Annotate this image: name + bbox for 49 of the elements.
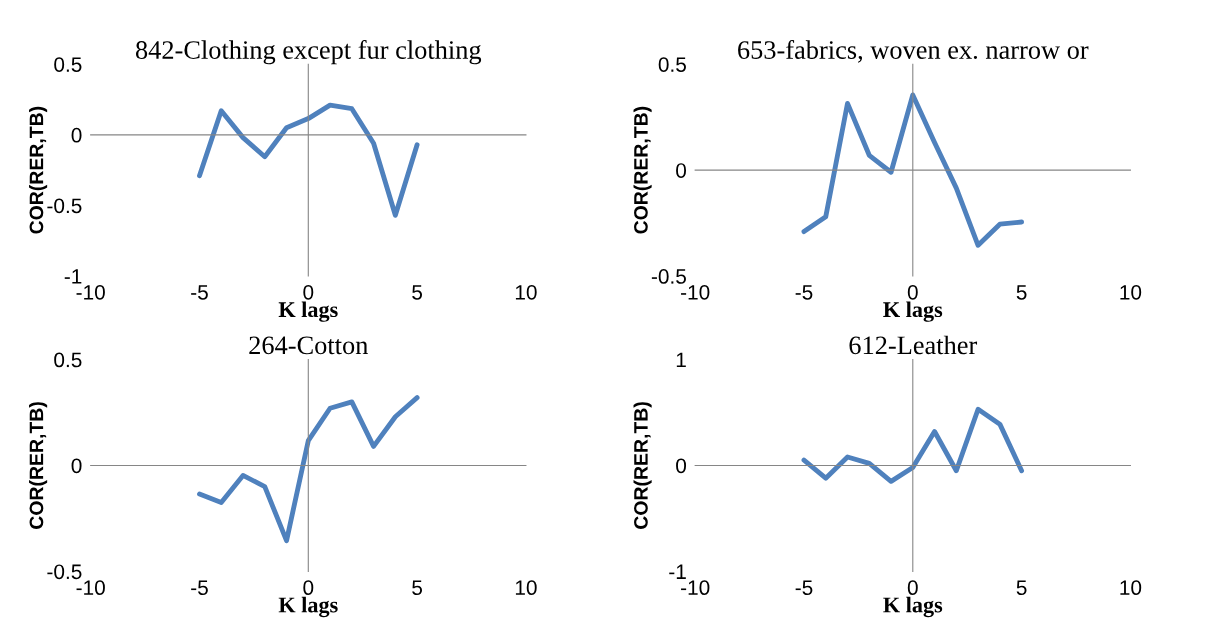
- x-axis-title: K lags: [278, 301, 338, 322]
- x-tick-label: 5: [1016, 580, 1027, 596]
- y-tick-label: 0: [676, 163, 687, 178]
- y-axis-title: COR(RER,TB): [633, 106, 652, 234]
- y-tick-label: 0: [71, 458, 82, 474]
- y-tick-label: -1: [64, 269, 82, 284]
- x-tick-label: 0: [907, 580, 918, 596]
- y-tick-label: 0: [676, 458, 687, 474]
- x-axis-title: K lags: [278, 596, 338, 618]
- chart-title: 612-Leather: [849, 335, 978, 355]
- chart-title: 653-fabrics, woven ex. narrow or: [738, 40, 1089, 63]
- y-tick-label: 0.5: [54, 57, 82, 72]
- x-tick-label: 10: [1120, 284, 1142, 300]
- line-series: [801, 406, 1025, 484]
- y-axis-title: COR(RER,TB): [29, 402, 48, 529]
- chart-title: 264-Cotton: [249, 336, 369, 355]
- y-tick-label: 0: [71, 127, 82, 143]
- y-tick-label: -1: [669, 564, 686, 579]
- y-tick-label: 1: [676, 352, 686, 368]
- line-series: [197, 395, 420, 544]
- x-tick-label: -10: [76, 580, 105, 596]
- x-axis-title: K lags: [883, 596, 943, 618]
- y-axis-title: COR(RER,TB): [29, 106, 48, 234]
- line-series: [197, 102, 420, 218]
- x-tick-label: 5: [1016, 285, 1027, 300]
- x-tick-label: -5: [795, 285, 813, 300]
- y-tick-label: -0.5: [47, 564, 82, 580]
- x-tick-label: 10: [1120, 580, 1142, 596]
- x-tick-label: -5: [795, 580, 813, 596]
- x-tick-label: 5: [412, 580, 423, 596]
- x-tick-label: 0: [303, 284, 314, 300]
- line-series: [801, 92, 1025, 248]
- x-tick-label: 10: [515, 580, 537, 596]
- y-tick-label: 0.5: [658, 57, 686, 72]
- y-tick-label: -0.5: [651, 269, 686, 284]
- x-tick-label: 0: [303, 580, 314, 596]
- chart-title: 842-Clothing except fur clothing: [135, 40, 482, 65]
- x-tick-label: 10: [515, 284, 537, 300]
- x-tick-label: -10: [681, 284, 710, 300]
- y-axis-title: COR(RER,TB): [633, 402, 652, 529]
- x-tick-label: 5: [412, 285, 423, 300]
- x-tick-label: -10: [681, 580, 710, 596]
- y-tick-label: -0.5: [47, 198, 82, 214]
- x-tick-label: 0: [907, 284, 918, 300]
- x-axis-title: K lags: [883, 301, 943, 322]
- x-tick-label: -5: [191, 285, 208, 300]
- x-tick-label: -10: [76, 284, 105, 300]
- y-tick-label: 0.5: [54, 352, 82, 368]
- x-tick-label: -5: [191, 580, 208, 596]
